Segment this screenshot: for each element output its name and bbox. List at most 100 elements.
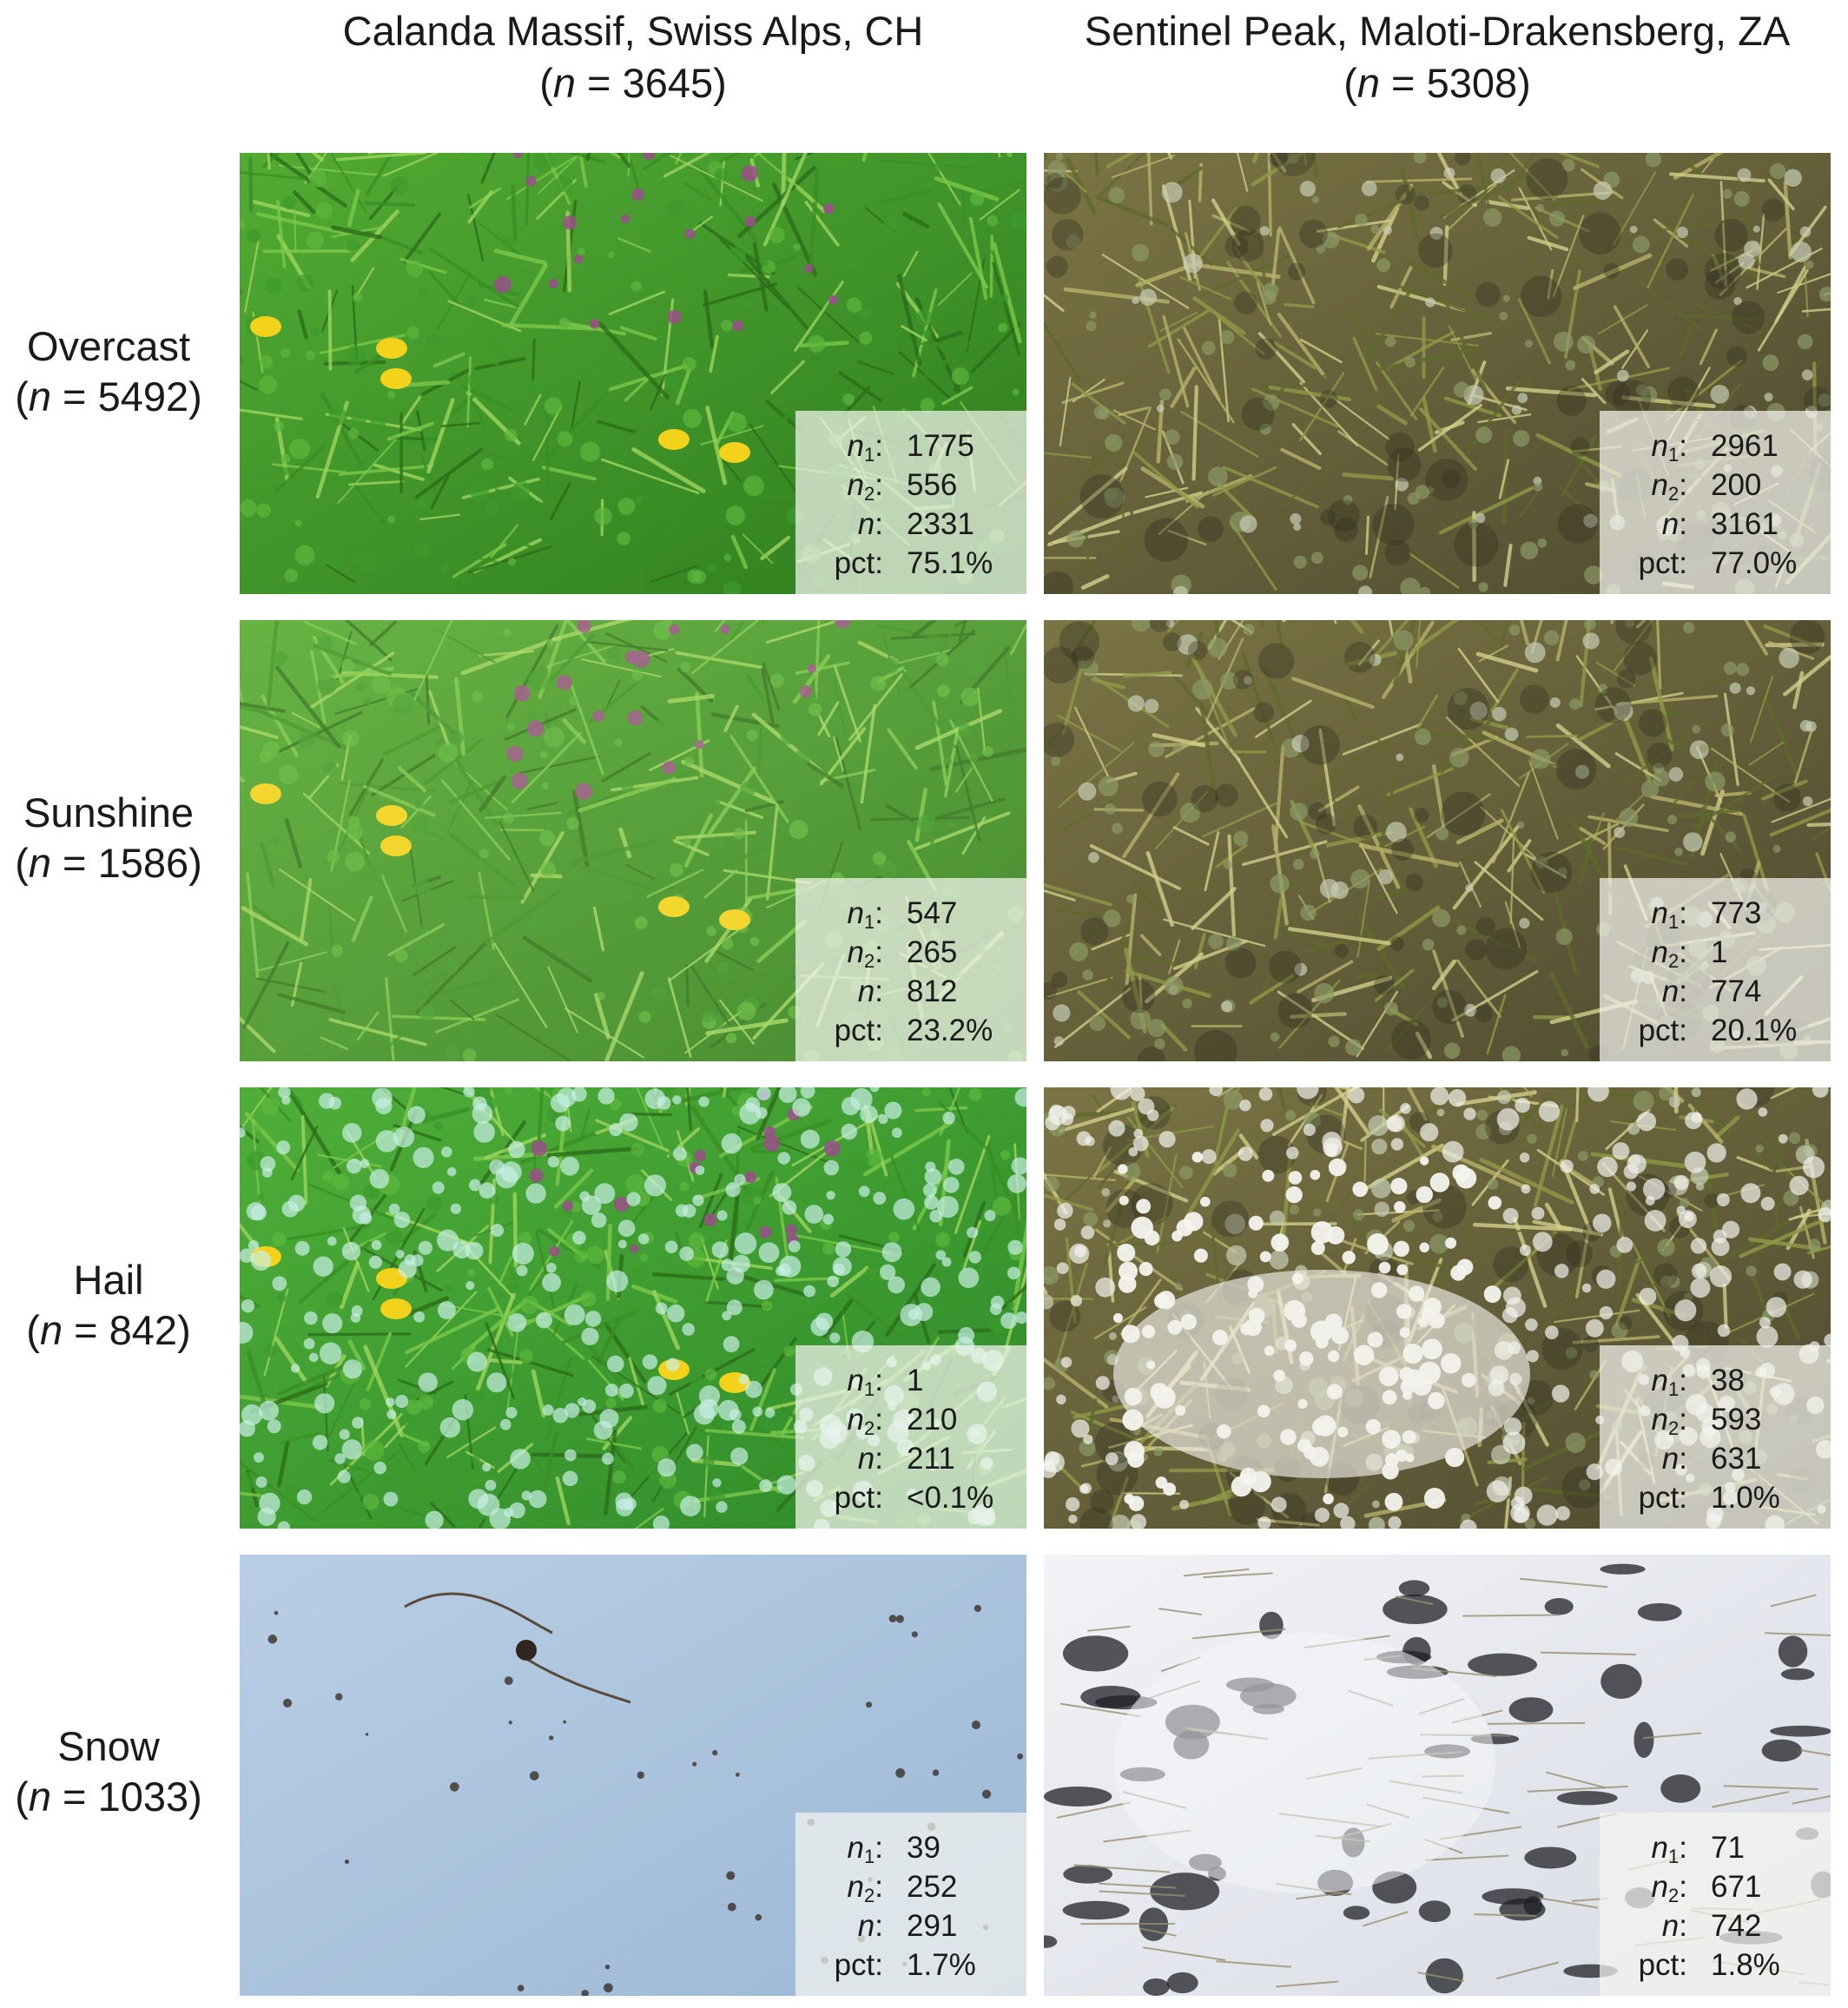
photo-sunshine-calanda: n1: 547 n2: 265 n: 812 pct: 23.2% (240, 620, 1026, 1061)
stat-key-pct: pct: (1638, 1014, 1687, 1047)
stats-panel: n1: 1775 n2: 556 n: 2331 pct: 75.1% (795, 411, 1026, 594)
column-sample-count: (n = 5308) (1343, 60, 1531, 106)
stat-row-n2: n2: 671 (1600, 1867, 1831, 1906)
stat-key-pct: pct: (1638, 546, 1687, 580)
stat-row-n1: n1: 71 (1600, 1828, 1831, 1867)
column-header-calanda: Calanda Massif, Swiss Alps, CH (n = 3645… (240, 0, 1026, 135)
stat-row-n2: n2: 593 (1600, 1400, 1831, 1439)
stat-value-pct: <0.1% (907, 1481, 994, 1515)
stats-panel: n1: 39 n2: 252 n: 291 pct: 1.7% (795, 1813, 1026, 1996)
stat-value-n2: 210 (907, 1403, 958, 1437)
stat-value-pct: 77.0% (1711, 546, 1798, 580)
stat-key-n: n: (857, 507, 883, 541)
stat-row-n: n: 631 (1600, 1439, 1831, 1478)
stats-panel: n1: 773 n2: 1 n: 774 pct: 20.1% (1600, 878, 1831, 1061)
stat-value-n1: 2961 (1711, 429, 1779, 463)
stats-panel: n1: 71 n2: 671 n: 742 pct: 1.8% (1600, 1813, 1831, 1996)
stat-value-n: 631 (1711, 1442, 1762, 1476)
stat-key-n2: n2: (1651, 468, 1687, 505)
row-condition: Sunshine (23, 789, 194, 836)
row-label-snow: Snow (n = 1033) (0, 1721, 217, 1822)
stat-value-pct: 1.7% (907, 1948, 976, 1982)
stat-key-n: n: (857, 974, 883, 1008)
stat-row-n1: n1: 547 (795, 894, 1026, 933)
stat-key-n2: n2: (847, 1870, 883, 1906)
stat-row-n: n: 812 (795, 972, 1026, 1011)
stat-key-pct: pct: (834, 546, 883, 580)
stat-key-n: n: (857, 1909, 883, 1943)
stat-row-pct: pct: 77.0% (1600, 544, 1831, 583)
stat-value-n1: 547 (907, 896, 958, 930)
stat-row-pct: pct: 1.7% (795, 1945, 1026, 1985)
stat-value-pct: 20.1% (1711, 1014, 1798, 1047)
stat-value-n: 742 (1711, 1909, 1762, 1943)
stat-row-n2: n2: 200 (1600, 466, 1831, 505)
stat-key-n2: n2: (847, 468, 883, 505)
stat-row-n: n: 774 (1600, 972, 1831, 1011)
photo-overcast-sentinel: n1: 2961 n2: 200 n: 3161 pct: 77.0% (1044, 153, 1831, 594)
row-condition: Hail (73, 1257, 144, 1303)
stat-value-n: 211 (907, 1442, 955, 1476)
stat-key-n: n: (1661, 974, 1687, 1008)
stats-panel: n1: 547 n2: 265 n: 812 pct: 23.2% (795, 878, 1026, 1061)
stat-row-n1: n1: 2961 (1600, 426, 1831, 466)
stat-value-n1: 38 (1711, 1364, 1745, 1397)
stat-key-n2: n2: (847, 1403, 883, 1439)
stat-key-pct: pct: (834, 1948, 883, 1982)
stat-value-n2: 265 (907, 935, 958, 969)
column-site-name: Calanda Massif, Swiss Alps, CH (342, 8, 924, 54)
stat-key-n2: n2: (1651, 935, 1687, 972)
stat-value-n1: 1775 (907, 429, 974, 463)
stat-value-n1: 773 (1711, 896, 1762, 930)
stat-row-pct: pct: 20.1% (1600, 1011, 1831, 1050)
stat-value-n2: 671 (1711, 1870, 1762, 1904)
stat-key-n: n: (857, 1442, 883, 1476)
photo-hail-sentinel: n1: 38 n2: 593 n: 631 pct: 1.0% (1044, 1087, 1831, 1529)
stat-value-n2: 593 (1711, 1403, 1762, 1437)
photo-texture (1044, 1563, 1831, 1996)
stat-row-pct: pct: <0.1% (795, 1478, 1026, 1517)
stat-row-n1: n1: 773 (1600, 894, 1831, 933)
stat-row-n2: n2: 1 (1600, 933, 1831, 972)
stat-key-n1: n1: (1651, 1831, 1687, 1867)
stat-value-n2: 200 (1711, 468, 1762, 502)
stat-value-n2: 556 (907, 468, 958, 502)
stat-key-pct: pct: (1638, 1948, 1687, 1982)
stat-row-n: n: 2331 (795, 505, 1026, 544)
stat-row-n1: n1: 38 (1600, 1361, 1831, 1400)
stat-row-pct: pct: 23.2% (795, 1011, 1026, 1050)
stat-value-n1: 39 (907, 1831, 940, 1865)
stat-key-n1: n1: (847, 1364, 883, 1400)
stats-panel: n1: 2961 n2: 200 n: 3161 pct: 77.0% (1600, 411, 1831, 594)
stat-row-n2: n2: 556 (795, 466, 1026, 505)
stat-value-n2: 1 (1711, 935, 1728, 969)
row-sample-count: (n = 1033) (15, 1774, 202, 1820)
stat-row-pct: pct: 75.1% (795, 544, 1026, 583)
stat-value-n1: 71 (1711, 1831, 1745, 1865)
stat-value-n: 2331 (907, 507, 974, 541)
column-sample-count: (n = 3645) (539, 60, 727, 106)
photo-sunshine-sentinel: n1: 773 n2: 1 n: 774 pct: 20.1% (1044, 620, 1831, 1061)
stat-value-n2: 252 (907, 1870, 958, 1904)
stat-key-pct: pct: (834, 1014, 883, 1047)
stat-value-n: 3161 (1711, 507, 1779, 541)
stats-panel: n1: 1 n2: 210 n: 211 pct: <0.1% (795, 1345, 1026, 1529)
stats-panel: n1: 38 n2: 593 n: 631 pct: 1.0% (1600, 1345, 1831, 1529)
stat-key-n1: n1: (1651, 1364, 1687, 1400)
row-condition: Snow (57, 1723, 160, 1769)
stat-key-n2: n2: (1651, 1403, 1687, 1439)
row-sample-count: (n = 1586) (15, 840, 202, 886)
stat-key-n: n: (1661, 1909, 1687, 1943)
row-label-hail: Hail (n = 842) (0, 1255, 217, 1356)
stat-key-pct: pct: (1638, 1481, 1687, 1515)
stat-row-n1: n1: 1775 (795, 426, 1026, 466)
photo-hail-calanda: n1: 1 n2: 210 n: 211 pct: <0.1% (240, 1087, 1026, 1529)
stat-row-pct: pct: 1.8% (1600, 1945, 1831, 1985)
photo-snow-sentinel: n1: 71 n2: 671 n: 742 pct: 1.8% (1044, 1555, 1831, 1996)
stat-row-n: n: 742 (1600, 1906, 1831, 1945)
row-label-sunshine: Sunshine (n = 1586) (0, 788, 217, 888)
photo-texture (267, 1592, 1024, 1996)
stat-row-n2: n2: 252 (795, 1867, 1026, 1906)
stat-value-n1: 1 (907, 1364, 924, 1397)
stat-key-n1: n1: (1651, 429, 1687, 466)
